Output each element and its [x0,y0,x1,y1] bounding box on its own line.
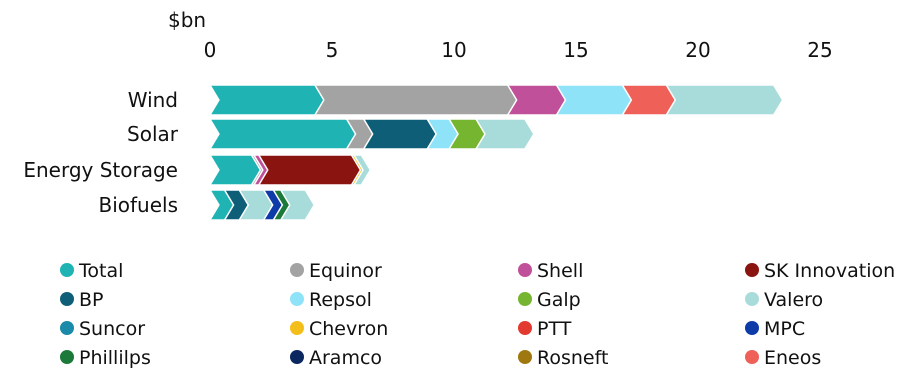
legend-label-equinor: Equinor [309,260,382,282]
bar-segment-solar-valero [474,118,535,150]
legend-marker-sk-innovation [745,263,759,277]
legend-label-rosneft: Rosneft [537,347,608,369]
x-tick-label: 20 [685,38,710,62]
bar-segment-wind-shell [506,84,567,116]
legend-marker-galp [518,292,532,306]
x-tick-label: 15 [563,38,588,62]
legend-marker-repsol [290,292,304,306]
legend-marker-rosneft [518,350,532,364]
legend-marker-ptt [518,321,532,335]
legend-label-eneos: Eneos [764,347,821,369]
legend-label-chevron: Chevron [309,318,388,340]
legend-marker-aramco [290,350,304,364]
bar-segment-biofuels-valero [279,189,316,221]
legend-label-aramco: Aramco [309,347,382,369]
legend-label-sk-innovation: SK Innovation [764,260,895,282]
category-label-wind: Wind [128,88,178,112]
legend-marker-mpc [745,321,759,335]
legend-label-mpc: MPC [764,318,805,340]
x-tick-label: 25 [807,38,832,62]
unit-label: $bn [168,8,206,32]
category-label-biofuels: Biofuels [98,193,178,217]
legend-label-total: Total [78,260,123,282]
legend-marker-total [60,263,74,277]
legend-label-valero: Valero [764,289,823,311]
legend-marker-bp [60,292,74,306]
bar-segment-wind-total [208,84,325,116]
legend-marker-shell [518,263,532,277]
legend-label-phillilps: Phillilps [79,347,151,369]
bar-segment-wind-equinor [313,84,518,116]
legend-marker-equinor [290,263,304,277]
bar-segment-energy-storage-total [208,154,262,186]
legend-label-bp: BP [79,289,104,311]
legend-marker-suncor [60,321,74,335]
bar-segment-wind-repsol [555,84,633,116]
bar-segment-solar-total [208,118,357,150]
category-label-solar: Solar [127,122,179,146]
legend-label-suncor: Suncor [79,318,145,340]
legend-label-ptt: PTT [537,318,572,340]
x-tick-label: 0 [204,38,217,62]
legend-marker-phillilps [60,350,74,364]
legend-label-galp: Galp [537,289,581,311]
legend-label-repsol: Repsol [309,289,372,311]
x-tick-label: 10 [441,38,466,62]
legend-marker-valero [745,292,759,306]
bar-segment-energy-storage-sk-innovation [257,154,362,186]
legend-marker-eneos [745,350,759,364]
category-label-energy-storage: Energy Storage [23,158,178,182]
x-tick-label: 5 [326,38,339,62]
bar-segment-energy-storage-valero [352,154,372,186]
legend-label-shell: Shell [537,260,583,282]
legend-marker-chevron [290,321,304,335]
bar-segment-solar-bp [362,118,438,150]
bar-segment-wind-valero [665,84,784,116]
